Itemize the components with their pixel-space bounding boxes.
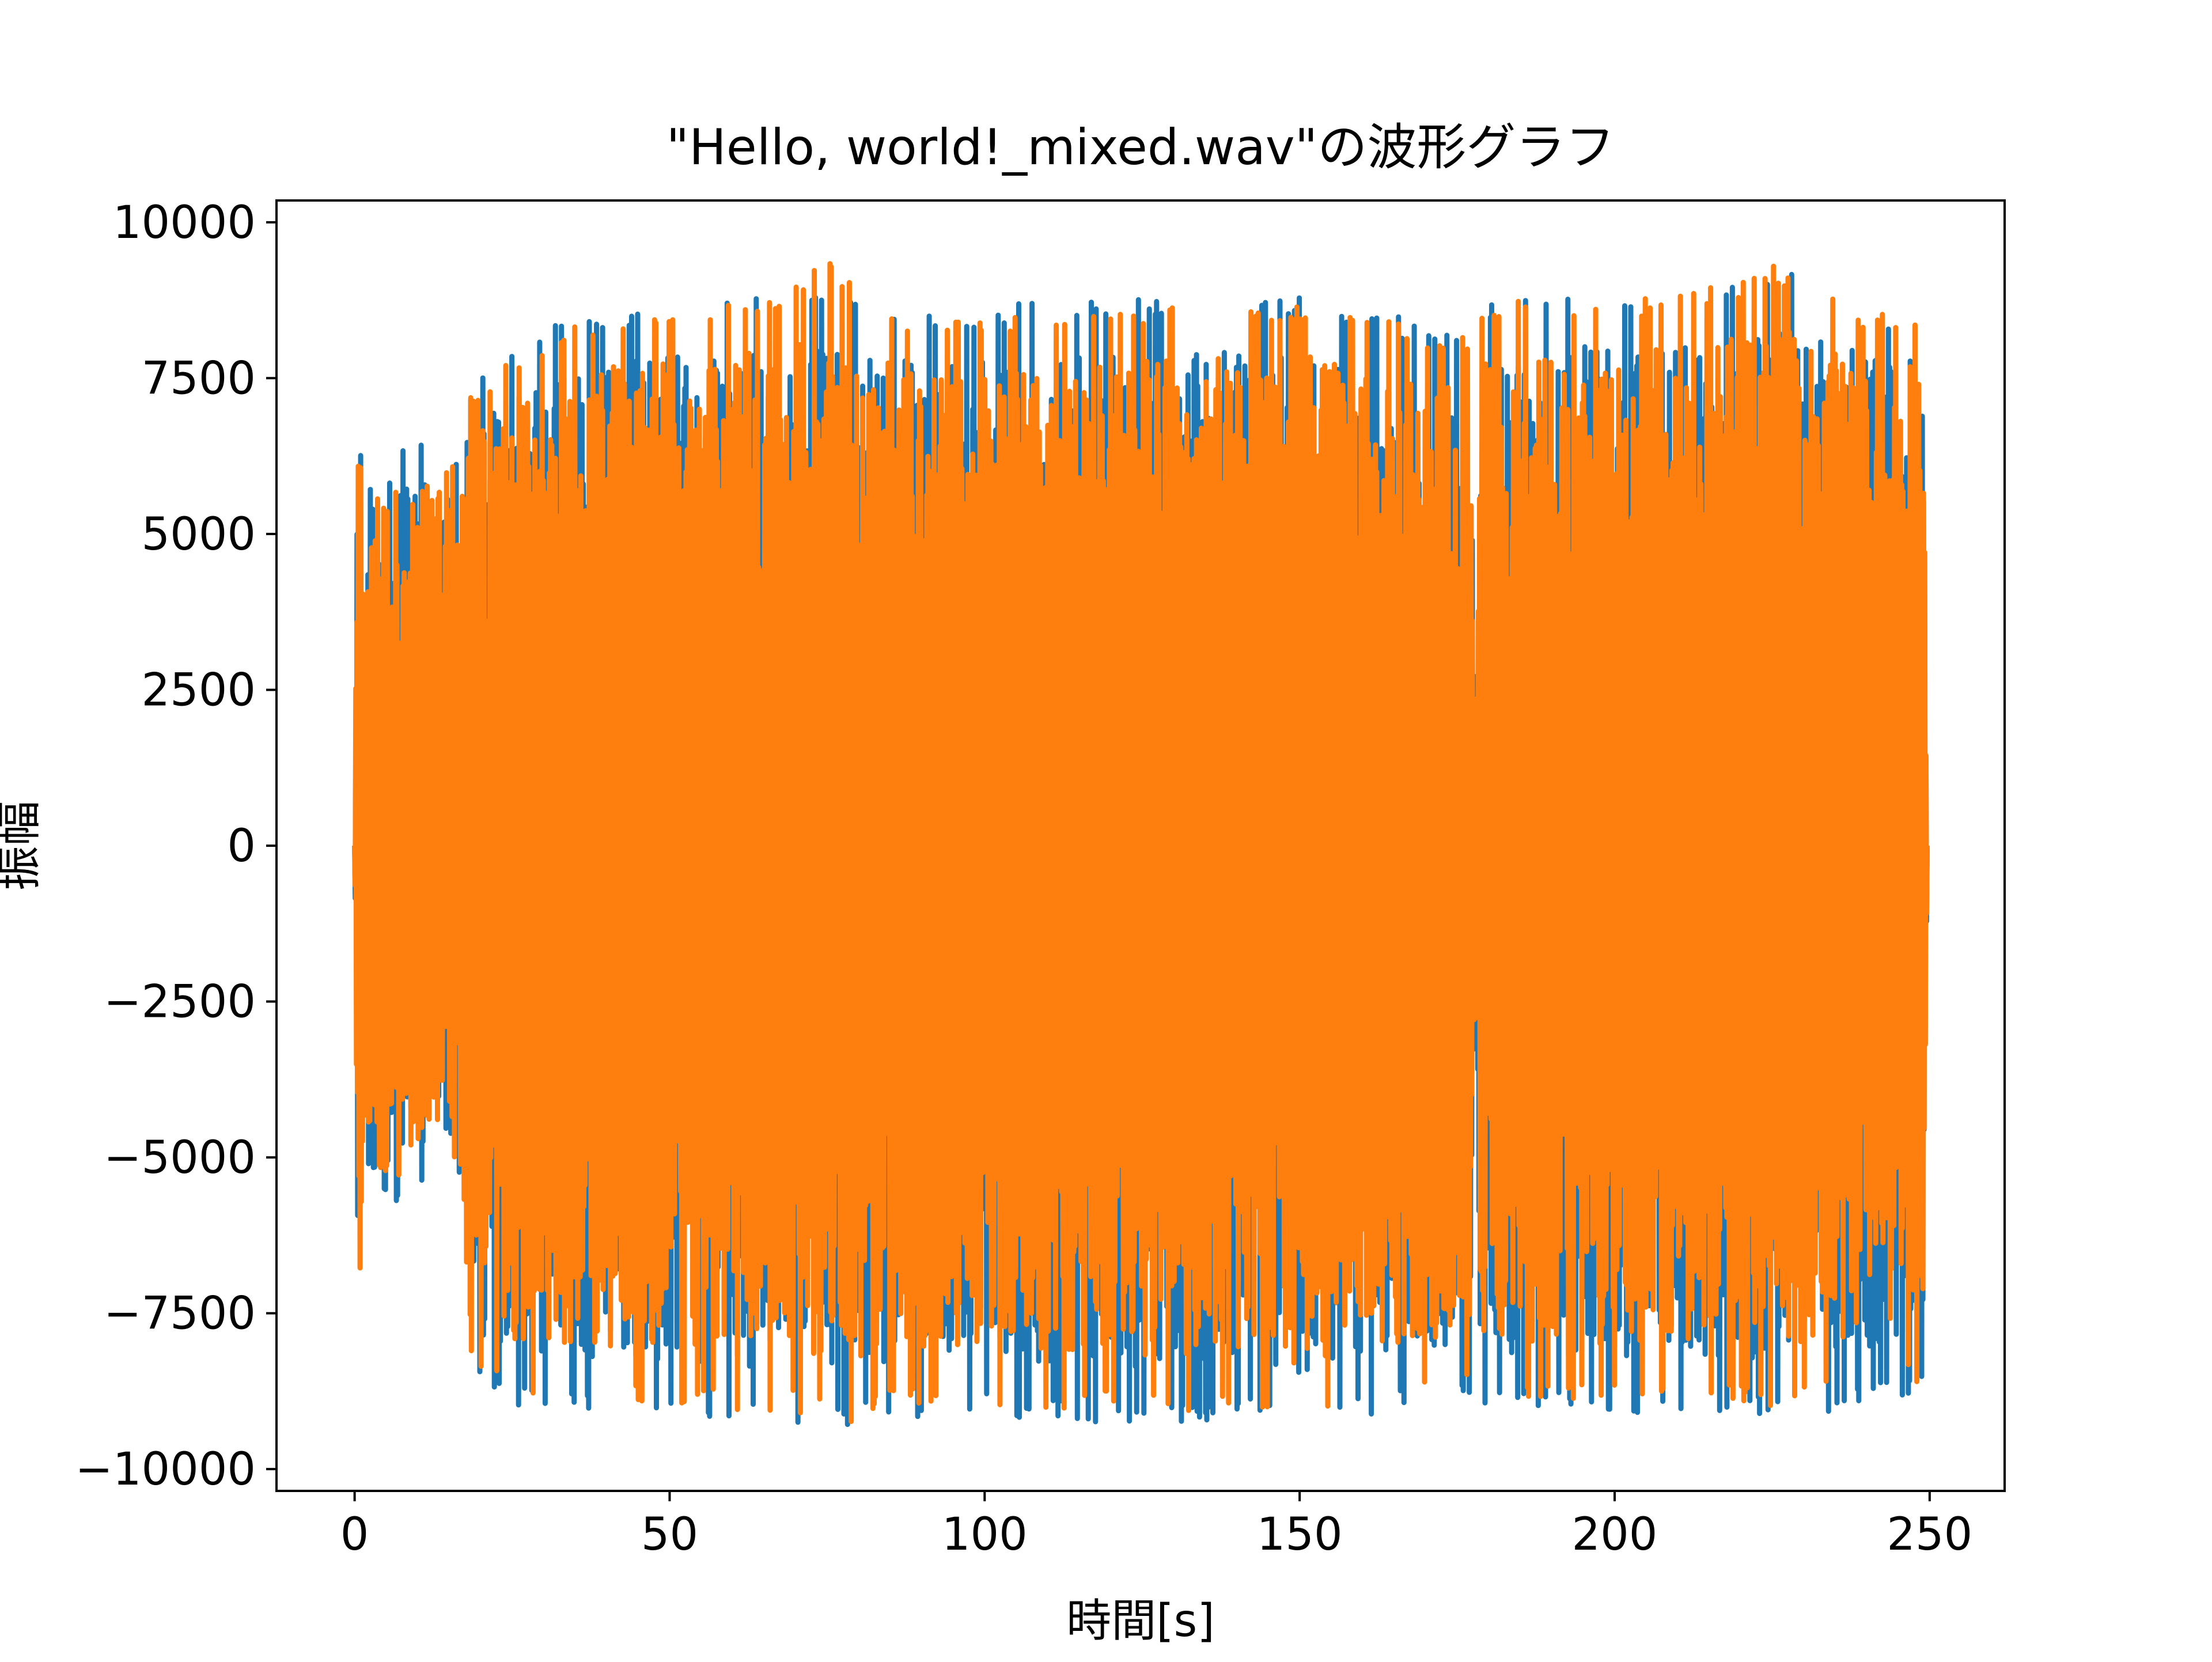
y-tick-label: 0 xyxy=(227,820,256,872)
x-tick-label: 50 xyxy=(641,1509,698,1561)
y-tick-label: −2500 xyxy=(104,976,256,1028)
series-layer xyxy=(352,261,1930,1428)
plot-area xyxy=(275,199,2006,1492)
y-tick-label: 2500 xyxy=(141,664,256,716)
x-axis-label: 時間[s] xyxy=(1066,1595,1215,1647)
x-tick-label: 0 xyxy=(340,1509,369,1561)
y-tick-label: 7500 xyxy=(141,353,256,404)
y-tick-label: −5000 xyxy=(104,1132,256,1184)
y-axis-label: 振幅 xyxy=(0,801,46,891)
y-tick-label: 10000 xyxy=(113,197,256,249)
waveform-series-2 xyxy=(352,261,1930,1424)
x-tick-label: 200 xyxy=(1572,1509,1658,1561)
x-axis: 0 50 100 150 200 250 xyxy=(340,1491,1972,1561)
y-tick-label: −10000 xyxy=(75,1444,256,1496)
x-tick-label: 250 xyxy=(1887,1509,1972,1561)
y-tick-label: 5000 xyxy=(141,509,256,561)
chart-title: "Hello, world!_mixed.wav"の波形グラフ xyxy=(666,119,1615,176)
y-axis: 10000 7500 5000 2500 0 −2500 −5000 −7500 −10000 xyxy=(75,197,276,1496)
y-tick-label: −7500 xyxy=(104,1288,256,1340)
x-tick-label: 150 xyxy=(1257,1509,1343,1561)
x-tick-label: 100 xyxy=(942,1509,1028,1561)
